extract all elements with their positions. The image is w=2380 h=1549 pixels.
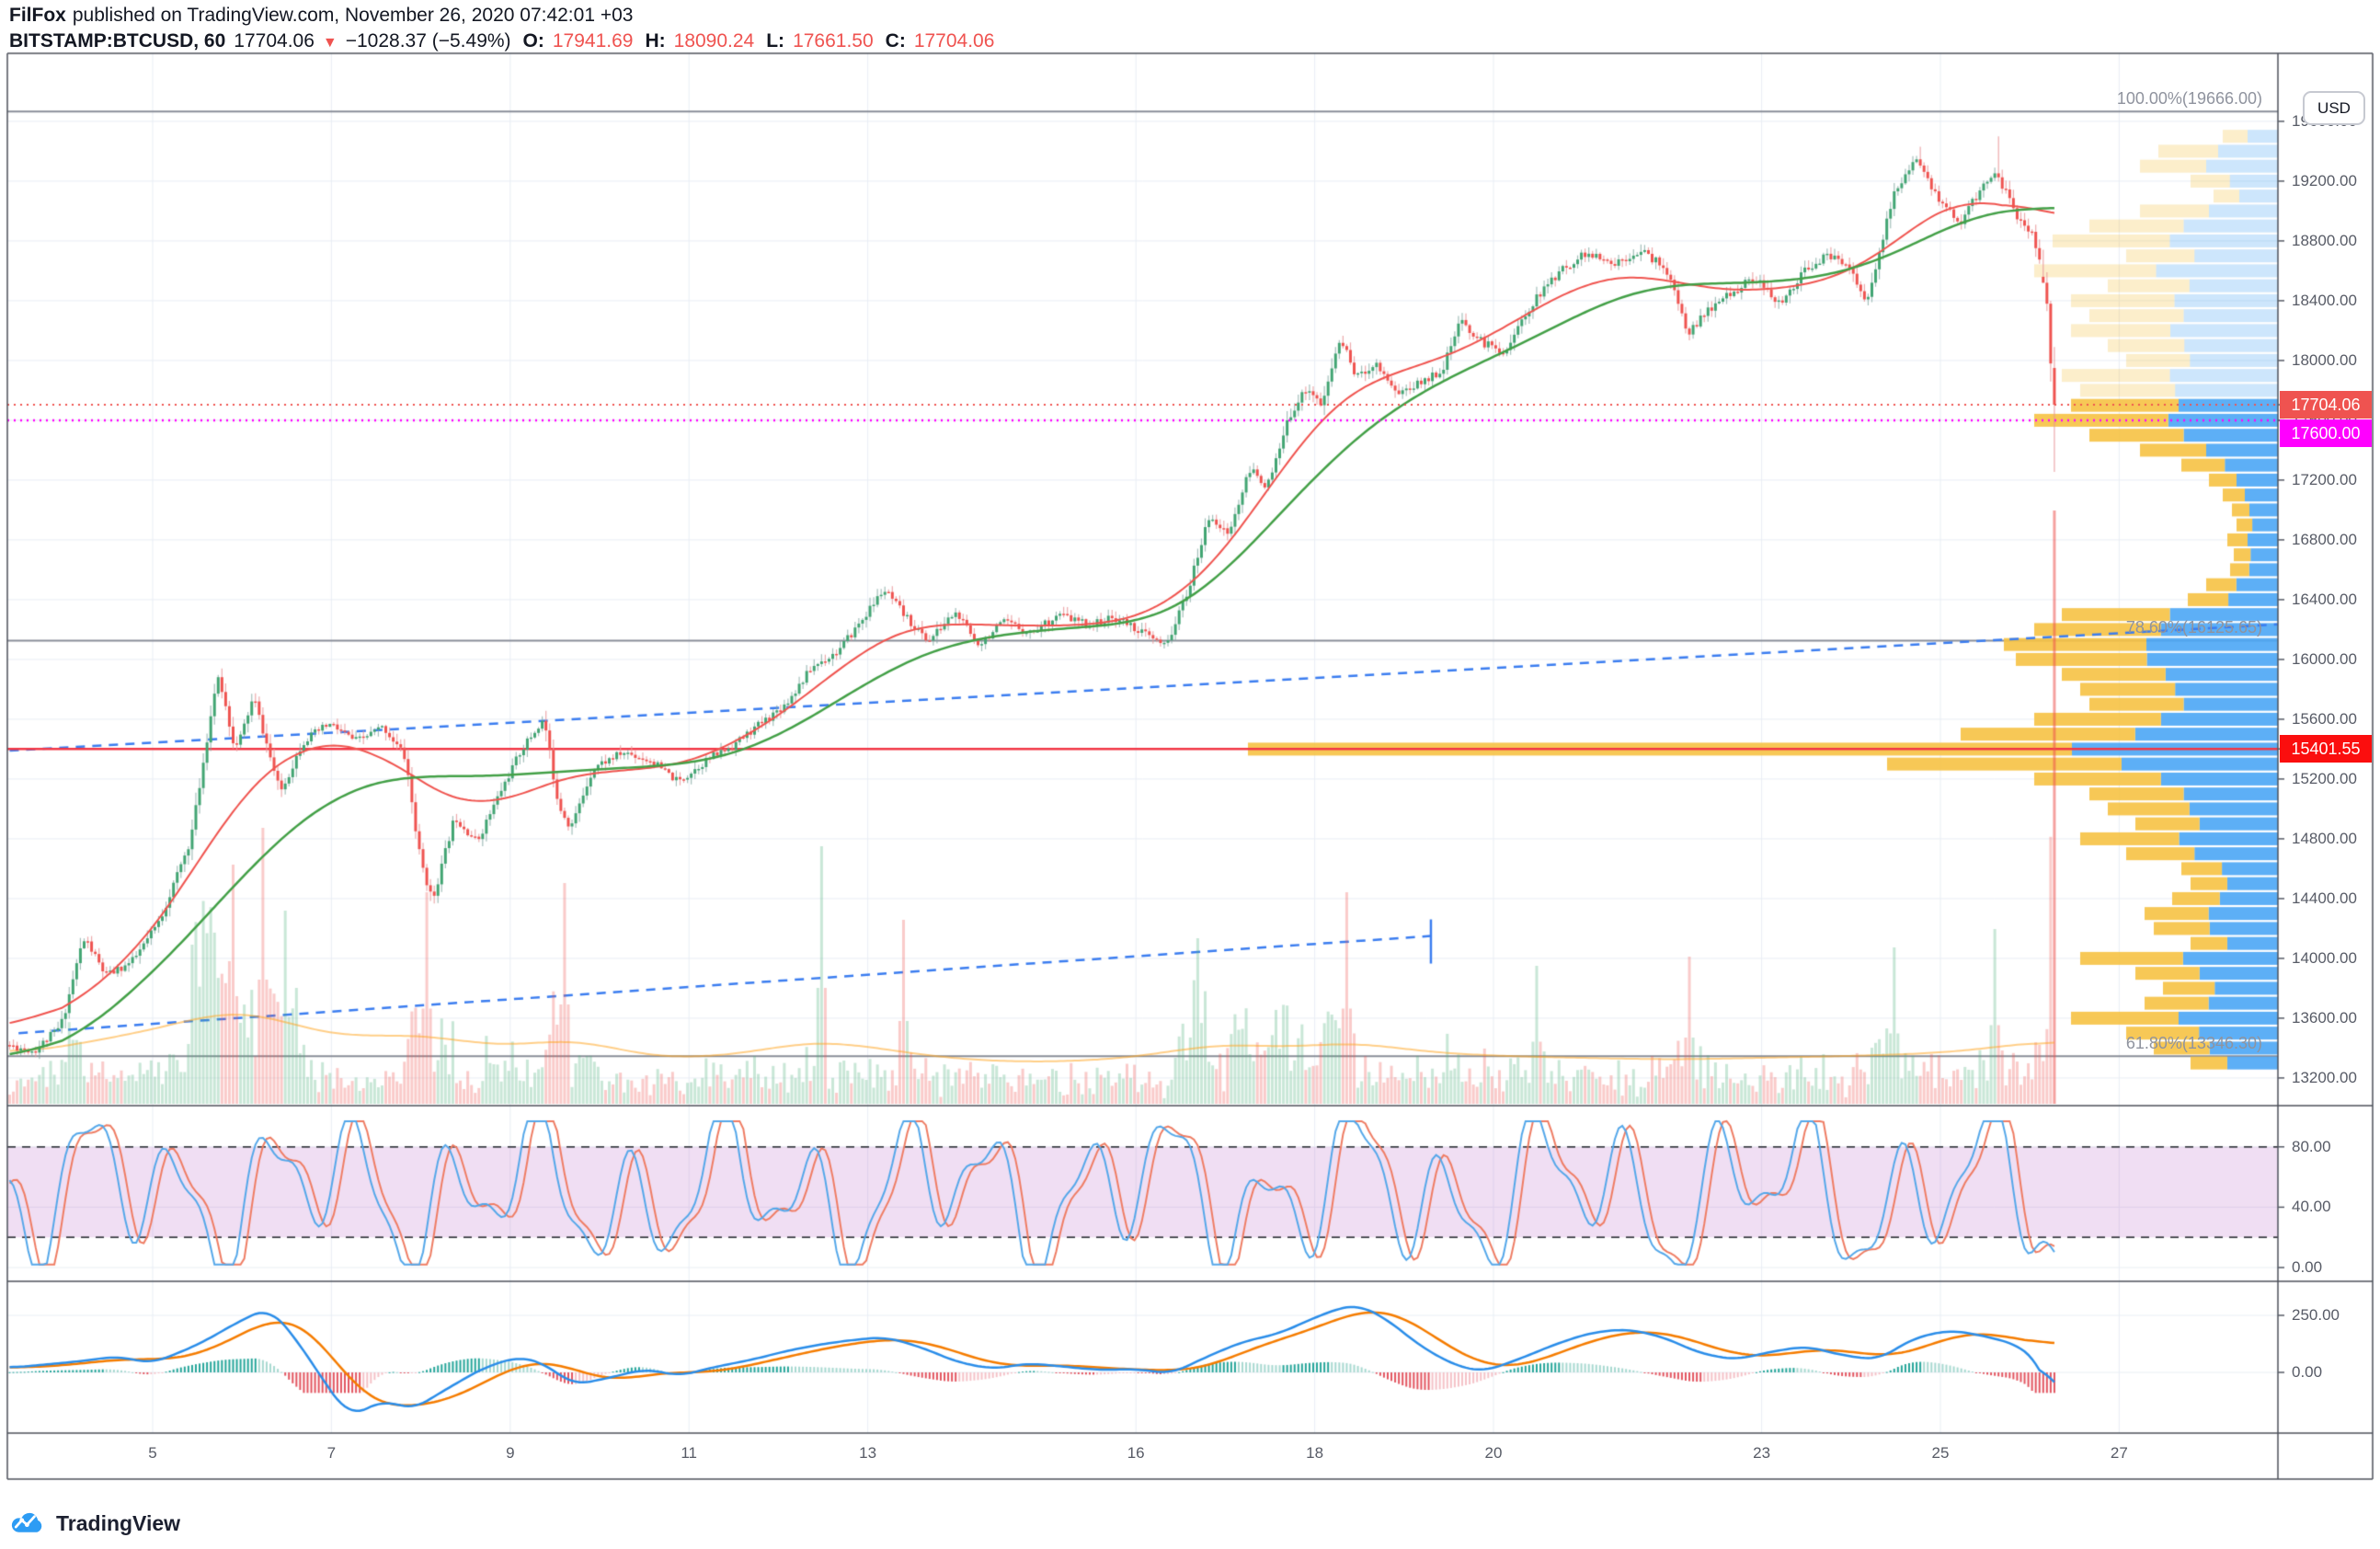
price-tick-label: 13200.00 — [2292, 1068, 2357, 1086]
price-tick-label: 15600.00 — [2292, 709, 2357, 728]
published-text: published on TradingView.com, November 2… — [72, 5, 634, 26]
high-value: 18090.24 — [673, 30, 755, 52]
tradingview-logo-text: TradingView — [56, 1510, 181, 1535]
price-tick-label: 16400.00 — [2292, 590, 2357, 608]
time-tick-label: 25 — [1931, 1444, 1950, 1462]
last-price-text: 17704.06 — [234, 30, 315, 52]
price-tick-label: 13600.00 — [2292, 1008, 2357, 1027]
open-label: O: — [522, 30, 544, 52]
tradingview-cloud-icon — [11, 1512, 42, 1532]
stoch-tick-label: 40.00 — [2292, 1198, 2331, 1216]
hline-price-badge[interactable]: 15401.55 — [2280, 735, 2372, 763]
alert-price-badge[interactable]: 17600.00 — [2280, 419, 2372, 447]
time-tick-label: 23 — [1753, 1444, 1771, 1462]
price-tick-label: 19200.00 — [2292, 171, 2357, 189]
close-value: 17704.06 — [913, 30, 995, 52]
high-label: H: — [645, 30, 666, 52]
time-tick-label: 16 — [1127, 1444, 1145, 1462]
symbol-interval[interactable]: BITSTAMP:BTCUSD, 60 — [9, 30, 226, 52]
macd-tick-label: 0.00 — [2292, 1363, 2323, 1381]
price-tick-label: 15200.00 — [2292, 769, 2357, 787]
stoch-tick-label: 80.00 — [2292, 1137, 2331, 1155]
price-tick-label: 18000.00 — [2292, 350, 2357, 369]
time-tick-label: 9 — [506, 1444, 515, 1462]
price-tick-label: 14400.00 — [2292, 889, 2357, 907]
price-tick-label: 16000.00 — [2292, 649, 2357, 668]
price-tick-label: 14000.00 — [2292, 948, 2357, 967]
fib-label-100[interactable]: 100.00%(19666.00) — [2116, 89, 2262, 109]
author-name: FilFox — [9, 5, 66, 26]
time-tick-label: 13 — [859, 1444, 877, 1462]
down-triangle-icon: ▼ — [322, 35, 338, 51]
currency-toggle-button[interactable]: USD — [2303, 91, 2365, 125]
publish-header: FilFox published on TradingView.com, Nove… — [9, 5, 633, 27]
price-tick-label: 14800.00 — [2292, 829, 2357, 847]
last-price-badge: 17704.06 — [2280, 391, 2372, 419]
price-tick-label: 16800.00 — [2292, 530, 2357, 548]
time-tick-label: 7 — [326, 1444, 337, 1462]
change-text: −1028.37 (−5.49%) — [345, 30, 511, 52]
fib-label-61[interactable]: 61.80%(13346.30) — [2125, 1034, 2262, 1053]
fib-label-78[interactable]: 78.60%(16125.65) — [2125, 618, 2262, 637]
low-value: 17661.50 — [793, 30, 874, 52]
close-label: C: — [885, 30, 906, 52]
symbol-header: BITSTAMP:BTCUSD, 60 17704.06 ▼ −1028.37 … — [9, 30, 994, 52]
macd-tick-label: 250.00 — [2292, 1306, 2340, 1324]
low-label: L: — [766, 30, 785, 52]
time-tick-label: 11 — [681, 1444, 698, 1462]
price-tick-label: 17200.00 — [2292, 470, 2357, 488]
time-tick-label: 27 — [2110, 1444, 2128, 1462]
time-tick-label: 20 — [1484, 1444, 1503, 1462]
time-tick-label: 5 — [148, 1444, 157, 1462]
time-tick-label: 18 — [1306, 1444, 1324, 1462]
price-tick-label: 18400.00 — [2292, 291, 2357, 309]
stoch-tick-label: 0.00 — [2292, 1258, 2323, 1276]
price-tick-label: 18800.00 — [2292, 231, 2357, 249]
open-value: 17941.69 — [552, 30, 634, 52]
tradingview-logo[interactable]: TradingView — [9, 1510, 180, 1536]
